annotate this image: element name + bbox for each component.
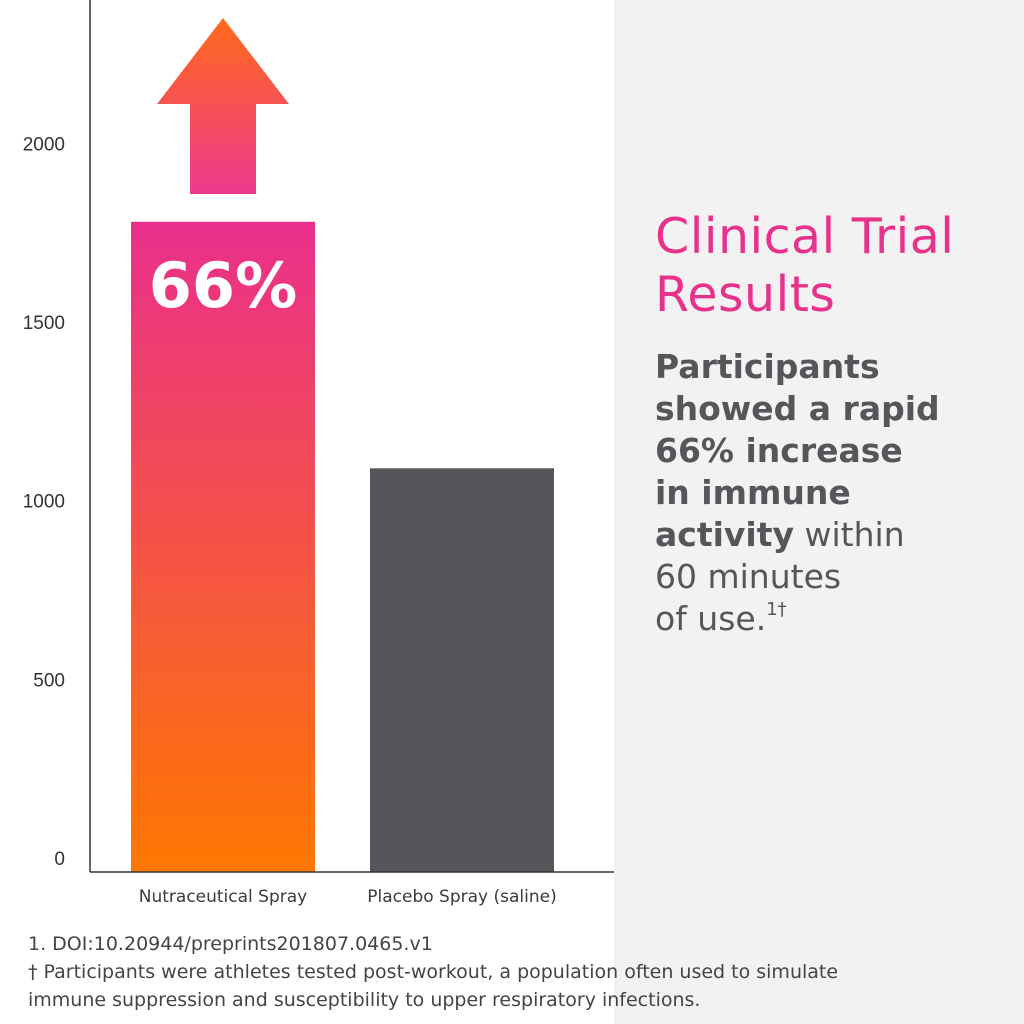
summary-bold-2: showed a rapid bbox=[655, 389, 940, 428]
increase-arrow bbox=[157, 18, 289, 194]
summary-bold-5: activity bbox=[655, 515, 795, 554]
footnote-reference: 1. DOI:10.20944/preprints201807.0465.v1 bbox=[28, 933, 433, 955]
footnote-dagger-line-1: † Participants were athletes tested post… bbox=[28, 961, 839, 983]
headline: Clinical Trial Results bbox=[655, 208, 1015, 324]
x-category-label: Placebo Spray (saline) bbox=[367, 887, 556, 907]
headline-line-2: Results bbox=[655, 266, 836, 323]
summary-bold-3: 66% increase bbox=[655, 431, 903, 470]
summary-normal-2: 60 minutes bbox=[655, 557, 842, 596]
headline-line-1: Clinical Trial bbox=[655, 208, 955, 265]
summary-bold-4: in immune bbox=[655, 473, 851, 512]
summary-bold-1: Participants bbox=[655, 347, 880, 386]
summary-normal-1: within bbox=[794, 515, 905, 554]
footnote-dagger-line-2: immune suppression and susceptibility to… bbox=[28, 989, 701, 1011]
y-tick-label: 2000 bbox=[23, 134, 65, 155]
summary-normal-3: of use. bbox=[655, 599, 767, 638]
y-tick-label: 500 bbox=[33, 670, 65, 691]
y-tick-label: 0 bbox=[54, 849, 65, 870]
y-tick-label: 1000 bbox=[23, 492, 65, 513]
footnotes: 1. DOI:10.20944/preprints201807.0465.v1 … bbox=[28, 930, 988, 1014]
y-tick-label: 1500 bbox=[23, 313, 65, 334]
summary-text: Participants showed a rapid 66% increase… bbox=[655, 346, 1015, 640]
bar-data-label: 66% bbox=[149, 249, 297, 322]
footnote-marker: 1† bbox=[766, 599, 787, 620]
x-category-label: Nutraceutical Spray bbox=[139, 887, 307, 907]
right-panel bbox=[614, 0, 1024, 1024]
bar-nutraceutical-spray bbox=[131, 221, 315, 872]
bar-chart: 0 500 1000 1500 2000 Nutraceutical Spray 66% P… bbox=[23, 0, 614, 907]
bar-placebo-spray bbox=[370, 468, 554, 872]
